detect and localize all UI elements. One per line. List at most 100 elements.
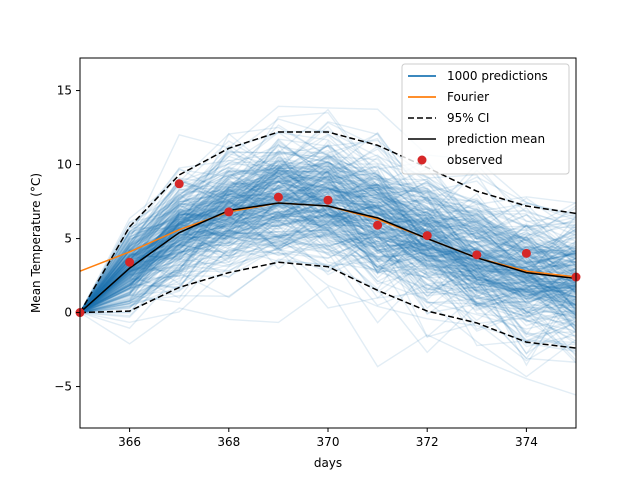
prediction-trajectory — [80, 171, 576, 314]
prediction-trajectory — [80, 168, 576, 314]
prediction-trajectory — [80, 215, 576, 314]
prediction-trajectory — [80, 179, 576, 314]
x-axis-label: days — [314, 456, 342, 470]
prediction-trajectory — [80, 229, 576, 314]
prediction-trajectory — [80, 181, 576, 314]
prediction-trajectory — [80, 180, 576, 314]
prediction-trajectory — [80, 241, 576, 355]
x-tick-label: 372 — [416, 435, 439, 449]
prediction-trajectory — [80, 169, 576, 314]
prediction-trajectory — [80, 221, 576, 316]
prediction-trajectory — [80, 179, 576, 314]
prediction-trajectory — [80, 161, 576, 314]
prediction-trajectory — [80, 208, 576, 314]
prediction-trajectory — [80, 164, 576, 314]
prediction-trajectory — [80, 195, 576, 326]
prediction-trajectory — [80, 151, 576, 313]
prediction-trajectory — [80, 231, 576, 314]
prediction-trajectory — [80, 192, 576, 314]
prediction-trajectory — [80, 211, 576, 314]
prediction-trajectory — [80, 169, 576, 313]
prediction-trajectory — [80, 191, 576, 314]
prediction-trajectory — [80, 230, 576, 344]
observed-point — [224, 207, 234, 217]
prediction-trajectory — [80, 258, 576, 362]
prediction-trajectory — [80, 193, 576, 314]
prediction-trajectory — [80, 175, 576, 313]
prediction-trajectory — [80, 120, 576, 313]
prediction-trajectory — [80, 235, 576, 342]
prediction-trajectory — [80, 168, 576, 313]
prediction-trajectory — [80, 223, 576, 314]
prediction-trajectory — [80, 161, 576, 313]
prediction-trajectory — [80, 178, 576, 313]
prediction-trajectory — [80, 145, 576, 313]
prediction-trajectory — [80, 155, 576, 313]
prediction-trajectory — [80, 210, 576, 314]
prediction-trajectory — [80, 175, 576, 314]
prediction-trajectory — [80, 178, 576, 314]
prediction-trajectory — [80, 226, 576, 314]
prediction-trajectory — [80, 169, 576, 328]
observed-point — [323, 195, 333, 205]
prediction-trajectory — [80, 132, 576, 314]
prediction-trajectory — [80, 191, 576, 314]
y-tick-label: −5 — [54, 380, 72, 394]
prediction-trajectory — [80, 181, 576, 313]
prediction-trajectory — [80, 222, 576, 323]
prediction-trajectory — [80, 173, 576, 313]
prediction-trajectory — [80, 212, 576, 325]
prediction-trajectory — [80, 165, 576, 314]
prediction-trajectory — [80, 229, 576, 353]
prediction-trajectory — [80, 163, 576, 313]
y-tick-label: 10 — [57, 158, 72, 172]
prediction-trajectory — [80, 155, 576, 314]
prediction-trajectory — [80, 231, 576, 318]
prediction-trajectory — [80, 164, 576, 314]
observed-point — [373, 220, 383, 230]
y-tick-label: 5 — [64, 232, 72, 246]
prediction-trajectory — [80, 211, 576, 314]
prediction-trajectory — [80, 194, 576, 314]
prediction-trajectory — [80, 121, 576, 313]
prediction-trajectory — [80, 195, 576, 314]
prediction-trajectory — [80, 214, 576, 314]
prediction-trajectory — [80, 133, 576, 313]
prediction-trajectory — [80, 184, 576, 314]
prediction-trajectory — [80, 214, 576, 314]
prediction-trajectory — [80, 206, 576, 314]
prediction-trajectory — [80, 200, 576, 332]
prediction-trajectory — [80, 203, 576, 314]
prediction-trajectory — [80, 189, 576, 314]
prediction-trajectory — [80, 228, 576, 338]
prediction-trajectory — [80, 204, 576, 332]
prediction-trajectory — [80, 195, 576, 314]
prediction-trajectory — [80, 187, 576, 314]
prediction-trajectory — [80, 183, 576, 314]
prediction-trajectory — [80, 225, 576, 355]
prediction-trajectory — [80, 137, 576, 314]
prediction-trajectory — [80, 201, 576, 314]
y-axis-label: Mean Temperature (°C) — [29, 173, 43, 313]
prediction-trajectory — [80, 176, 576, 314]
prediction-trajectory — [80, 154, 576, 313]
prediction-trajectory — [80, 171, 576, 314]
prediction-trajectory — [80, 199, 576, 314]
prediction-trajectory — [80, 159, 576, 313]
prediction-trajectory — [80, 172, 576, 313]
prediction-trajectory — [80, 118, 576, 313]
prediction-trajectory — [80, 202, 576, 315]
prediction-trajectory — [80, 166, 576, 313]
prediction-trajectory — [80, 204, 576, 314]
prediction-trajectory — [80, 212, 576, 331]
prediction-trajectory — [80, 175, 576, 317]
prediction-trajectory — [80, 177, 576, 314]
prediction-trajectory — [80, 211, 576, 327]
x-tick-label: 370 — [317, 435, 340, 449]
x-axis-ticks: 366 368 370 372 374 — [118, 428, 538, 449]
prediction-trajectory — [80, 162, 576, 314]
prediction-trajectory — [80, 209, 576, 329]
prediction-trajectory — [80, 145, 576, 313]
prediction-trajectory — [80, 206, 576, 314]
